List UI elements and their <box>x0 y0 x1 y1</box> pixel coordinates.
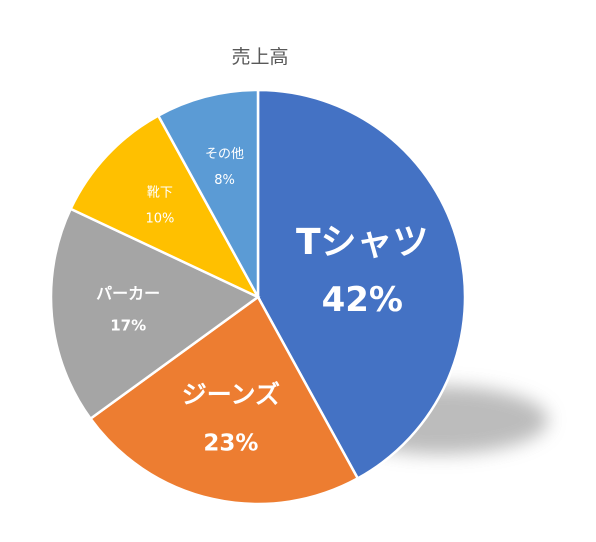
percent-label: 17% <box>110 317 146 335</box>
category-label: Tシャツ <box>296 222 429 263</box>
pie-slice <box>49 207 261 421</box>
category-label: 靴下 <box>147 185 173 200</box>
percent-label: 8% <box>214 173 235 188</box>
chart-title: 売上高 <box>231 46 289 68</box>
pie-slice <box>69 113 261 300</box>
pie-slice <box>88 295 360 506</box>
category-label: ジーンズ <box>182 380 280 409</box>
percent-label: 23% <box>203 430 258 456</box>
category-label: パーカー <box>96 284 160 303</box>
pie-slice <box>256 88 467 481</box>
percent-label: 42% <box>322 280 403 320</box>
pie-slice <box>156 88 260 298</box>
percent-label: 10% <box>145 211 174 226</box>
category-label: その他 <box>205 147 244 162</box>
